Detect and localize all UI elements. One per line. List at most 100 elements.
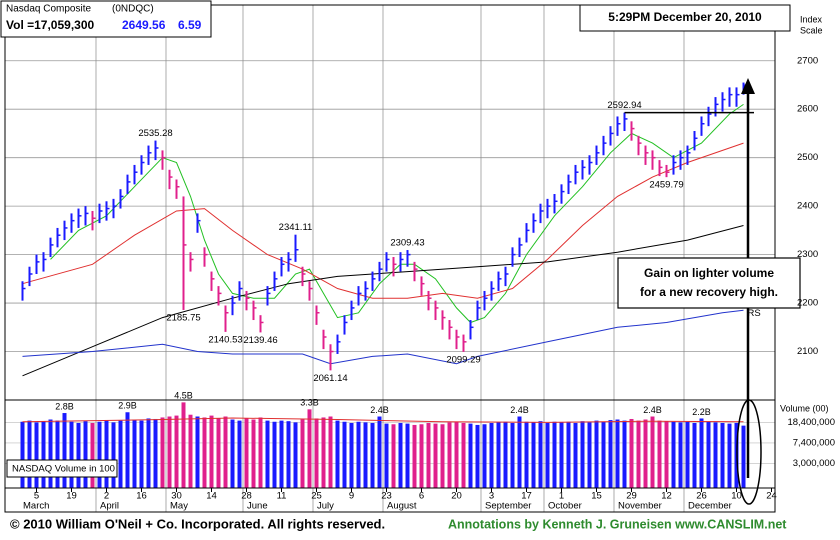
volume-bar: [587, 422, 592, 488]
month-label: May: [170, 501, 188, 512]
x-tick-label: 25: [311, 491, 322, 502]
scale-label: Scale: [800, 25, 823, 35]
x-tick-label: 10: [731, 491, 742, 502]
volume-bar: [258, 417, 263, 488]
volume-bar: [475, 424, 480, 488]
y-tick-label: 2600: [797, 104, 818, 115]
volume-bar: [27, 420, 32, 488]
month-label: November: [618, 501, 662, 512]
volume-bar: [104, 420, 109, 488]
x-tick-label: 29: [626, 491, 637, 502]
volume-bar: [699, 418, 704, 488]
symbol: (0NDQC): [112, 4, 154, 15]
month-label: October: [548, 501, 582, 512]
timestamp: 5:29PM December 20, 2010: [608, 10, 762, 24]
volume-bar: [566, 421, 571, 488]
volume-bar: [657, 420, 662, 488]
volume-bar: [118, 420, 123, 488]
volume-panel-label: NASDAQ Volume in 100: [12, 464, 115, 475]
volume-bar: [146, 418, 151, 488]
volume-bar: [132, 419, 137, 488]
volume-bar: [202, 417, 207, 488]
volume-bar: [517, 416, 522, 488]
volume-bar: [300, 419, 305, 488]
header-box: [0, 0, 212, 38]
arrow-head: [741, 78, 755, 94]
low-label: 2459.79: [649, 180, 683, 191]
x-tick-label: 12: [661, 491, 672, 502]
annotation-text: Gain on lighter volume: [644, 266, 774, 280]
x-tick-label: 24: [766, 491, 777, 502]
high-label: 2341.11: [279, 222, 313, 233]
price-change: 6.59: [178, 18, 202, 32]
x-tick-label: 15: [591, 491, 602, 502]
volume-bar: [510, 422, 515, 488]
indicator-line: [50, 103, 744, 324]
volume-bar: [237, 420, 242, 488]
volume-bar: [76, 422, 81, 488]
x-tick-label: 17: [521, 491, 532, 502]
x-tick-label: 2: [104, 491, 109, 502]
volume-bar: [426, 422, 431, 488]
volume-bar: [279, 420, 284, 488]
volume-panel-label-box: [6, 459, 118, 478]
high-label: 2309.43: [390, 238, 424, 249]
volume-bar: [167, 416, 172, 488]
x-tick-label: 11: [277, 491, 287, 502]
volume-label: 3.3B: [300, 398, 319, 408]
volume-bar: [230, 419, 235, 488]
month-label: August: [387, 501, 417, 512]
volume-bar: [545, 422, 550, 488]
volume-bar: [433, 423, 438, 488]
volume-bar: [377, 416, 382, 488]
volume-bar: [454, 421, 459, 488]
volume-bar: [720, 422, 725, 488]
volume-bar: [496, 422, 501, 488]
low-label: 2185.75: [166, 312, 200, 323]
month-label: December: [688, 501, 732, 512]
volume-bar: [482, 424, 487, 488]
marks-layer: [20, 82, 754, 488]
volume-bar: [342, 421, 347, 488]
month-label: April: [100, 501, 119, 512]
x-tick-label: 3: [489, 491, 494, 502]
volume-bar: [20, 421, 25, 488]
volume-bar: [363, 422, 368, 488]
volume-bar: [286, 421, 291, 488]
volume-bar: [552, 421, 557, 488]
month-label: July: [317, 501, 334, 512]
volume-bar: [503, 421, 508, 488]
volume-bar: [391, 424, 396, 488]
volume-bar: [223, 416, 228, 488]
volume-bar: [181, 402, 186, 488]
volume-label: 2.2B: [692, 407, 711, 417]
y-tick-label: 2300: [797, 249, 818, 260]
volume-bar: [244, 418, 249, 488]
volume-bar: [216, 418, 221, 488]
volume-bar: [678, 422, 683, 488]
volume-bar: [62, 413, 67, 488]
volume-bar: [615, 419, 620, 488]
volume-highlight: [736, 399, 762, 505]
volume-bar: [741, 425, 746, 488]
x-tick-label: 6: [419, 491, 424, 502]
month-label: June: [247, 501, 268, 512]
volume-label: 2.4B: [510, 405, 529, 415]
x-tick-label: 20: [451, 491, 462, 502]
volume-bar: [48, 419, 53, 488]
volume-bar: [97, 421, 102, 488]
volume-bar: [384, 423, 389, 488]
volume-bar: [524, 421, 529, 488]
index-name: Nasdaq Composite: [6, 4, 91, 15]
volume-bar: [195, 416, 200, 488]
volume-bar: [468, 423, 473, 488]
volume-bar: [573, 422, 578, 488]
volume-bar: [706, 421, 711, 488]
x-tick-label: 5: [34, 491, 39, 502]
volume-bar: [55, 420, 60, 488]
x-tick-label: 16: [136, 491, 147, 502]
volume-bar: [650, 416, 655, 488]
y-tick-label: 2200: [797, 298, 818, 309]
volume-bar: [153, 418, 158, 488]
volume-label: 4.5B: [174, 391, 193, 401]
